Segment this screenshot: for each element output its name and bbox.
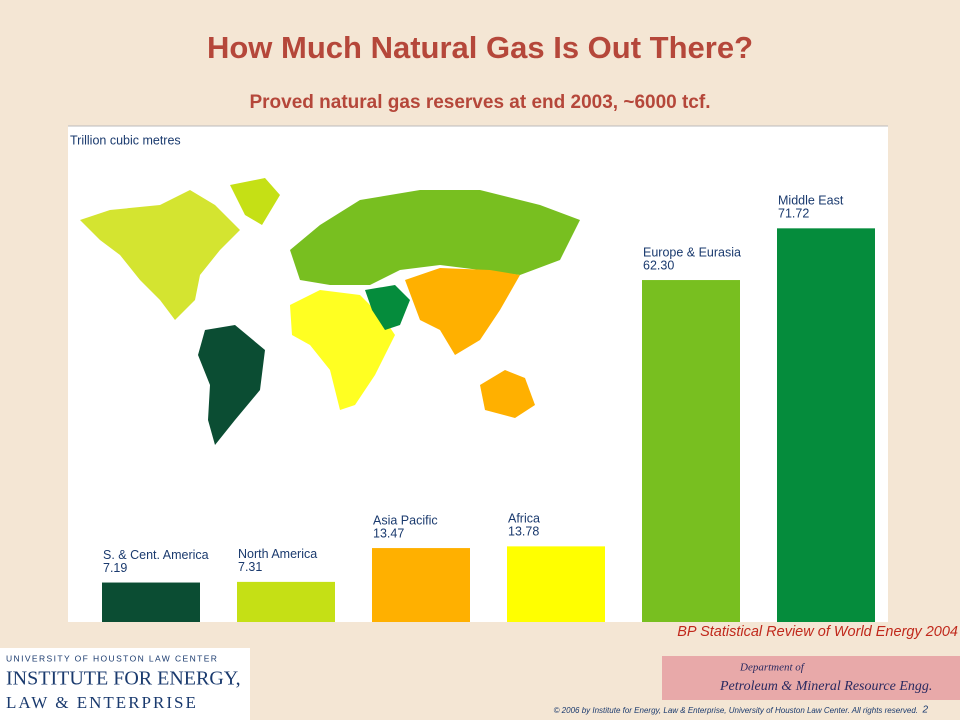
category-label: Europe & Eurasia <box>643 245 741 259</box>
title: How Much Natural Gas Is Out There? <box>207 30 753 65</box>
y-axis-label: Trillion cubic metres <box>70 133 181 147</box>
value-label: 7.31 <box>238 560 262 574</box>
africa <box>290 290 395 410</box>
logo-text: UNIVERSITY OF HOUSTON LAW CENTER <box>6 653 218 663</box>
bar <box>642 280 740 622</box>
value-label: 71.72 <box>778 207 809 221</box>
logo-text: INSTITUTE FOR ENERGY, <box>6 668 241 690</box>
north-america <box>80 190 240 320</box>
logo-text: Department of <box>739 662 806 674</box>
left-logo: UNIVERSITY OF HOUSTON LAW CENTER INSTITU… <box>0 648 250 720</box>
australia <box>480 370 535 418</box>
south-america <box>198 325 265 445</box>
logo-box <box>0 648 250 720</box>
world-map <box>80 178 580 445</box>
category-label: Middle East <box>778 194 844 208</box>
page-number: 2 <box>921 705 928 716</box>
bar <box>777 228 875 622</box>
middle-east <box>365 285 410 330</box>
bar <box>507 546 605 622</box>
europe-eurasia <box>290 190 580 285</box>
category-label: Asia Pacific <box>373 513 438 527</box>
bar <box>372 548 470 622</box>
value-label: 7.19 <box>103 561 127 575</box>
category-label: Africa <box>508 512 540 526</box>
copyright: © 2006 by Institute for Energy, Law & En… <box>554 706 918 715</box>
value-label: 13.47 <box>373 526 404 540</box>
logo-box <box>662 656 960 700</box>
source: BP Statistical Review of World Energy 20… <box>677 624 958 640</box>
subtitle: Proved natural gas reserves at end 2003,… <box>249 92 710 113</box>
category-label: North America <box>238 547 317 561</box>
logo-text: Petroleum & Mineral Resource Engg. <box>719 679 932 694</box>
bar <box>237 581 335 622</box>
logo-text: LAW & ENTERPRISE <box>6 693 198 712</box>
value-label: 62.30 <box>643 258 674 272</box>
bar <box>102 582 200 622</box>
category-label: S. & Cent. America <box>103 548 209 562</box>
right-logo: Department of Petroleum & Mineral Resour… <box>662 656 960 700</box>
value-label: 13.78 <box>508 525 539 539</box>
asia <box>405 268 520 355</box>
greenland <box>230 178 280 225</box>
